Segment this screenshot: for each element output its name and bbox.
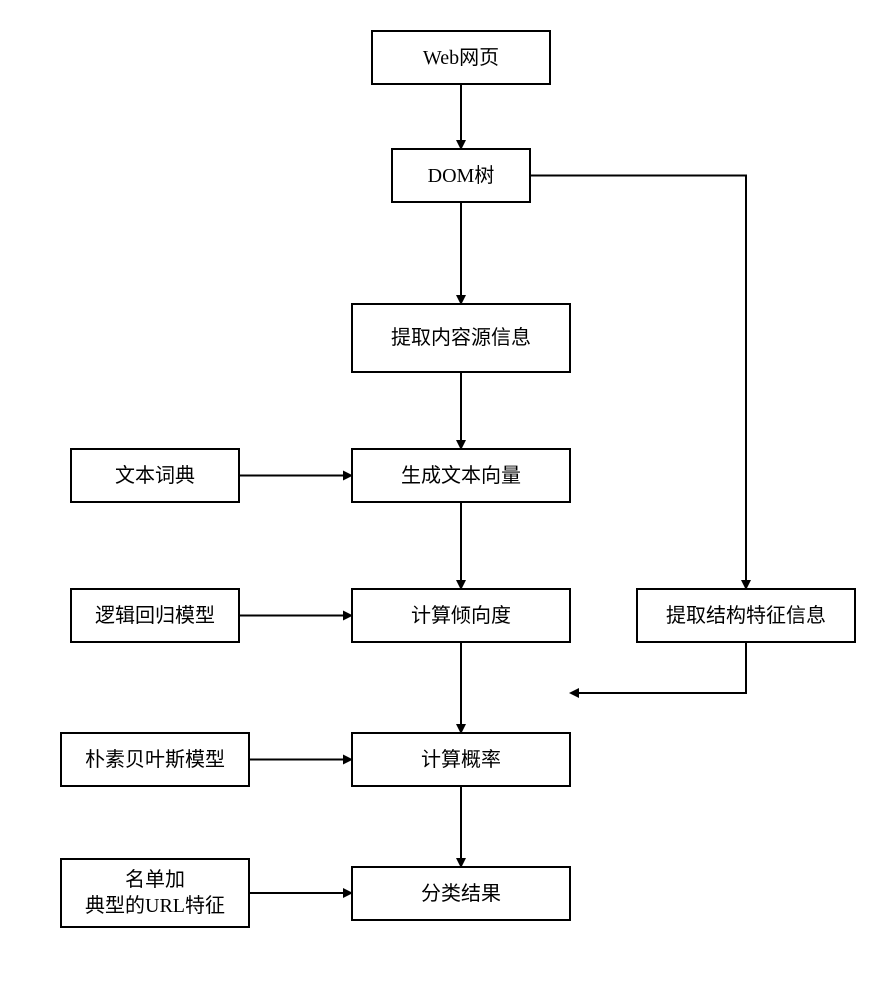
node-label: 提取内容源信息	[391, 325, 531, 351]
node-label: 名单加 典型的URL特征	[85, 867, 225, 919]
node-gen-vec: 生成文本向量	[351, 448, 571, 503]
node-label: 计算倾向度	[411, 603, 511, 629]
node-extract-str: 提取结构特征信息	[636, 588, 856, 643]
node-label: 分类结果	[421, 881, 501, 907]
node-label: 朴素贝叶斯模型	[85, 747, 225, 773]
node-extract-src: 提取内容源信息	[351, 303, 571, 373]
node-label: Web网页	[423, 45, 499, 71]
node-web-page: Web网页	[371, 30, 551, 85]
node-url-feat: 名单加 典型的URL特征	[60, 858, 250, 928]
node-label: 生成文本向量	[401, 463, 521, 489]
node-result: 分类结果	[351, 866, 571, 921]
node-label: DOM树	[428, 163, 495, 189]
node-label: 计算概率	[421, 747, 501, 773]
node-label: 逻辑回归模型	[95, 603, 215, 629]
edge-extract-str-to-calc-prob	[571, 643, 746, 693]
node-label: 文本词典	[115, 463, 195, 489]
node-dom-tree: DOM树	[391, 148, 531, 203]
node-calc-tend: 计算倾向度	[351, 588, 571, 643]
node-naive: 朴素贝叶斯模型	[60, 732, 250, 787]
node-dict: 文本词典	[70, 448, 240, 503]
edge-dom-tree-to-extract-str	[531, 176, 746, 589]
node-calc-prob: 计算概率	[351, 732, 571, 787]
node-label: 提取结构特征信息	[666, 603, 826, 629]
node-logit: 逻辑回归模型	[70, 588, 240, 643]
